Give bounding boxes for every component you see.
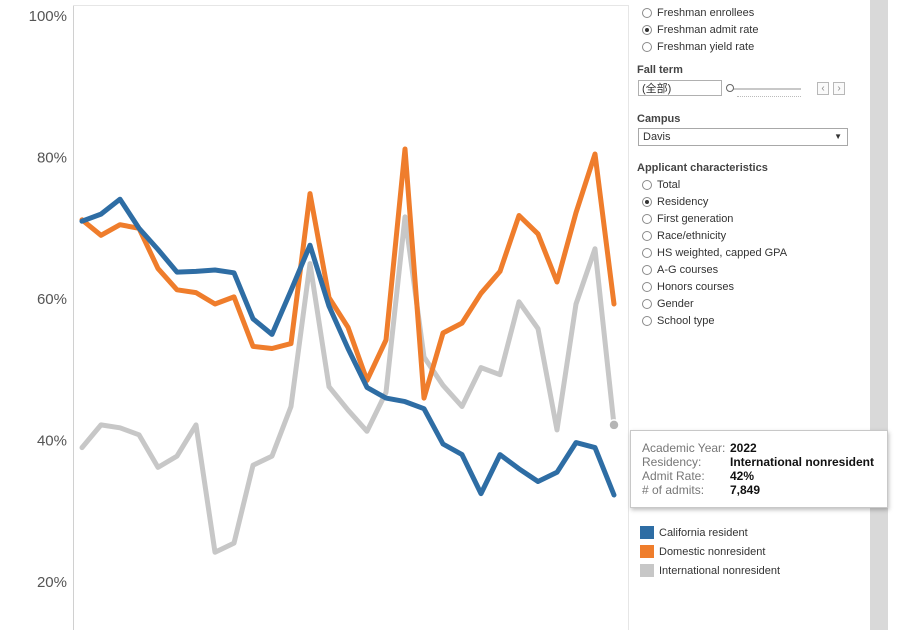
applicant-characteristics-title: Applicant characteristics <box>637 162 768 174</box>
option-label: Honors courses <box>657 280 735 293</box>
legend-item[interactable]: International nonresident <box>640 564 780 577</box>
fall-term-title: Fall term <box>637 64 683 76</box>
series-line-international-nonresident[interactable] <box>79 214 617 555</box>
tooltip-row: Academic Year: 2022 <box>642 441 757 455</box>
legend-swatch <box>640 564 654 577</box>
chevron-down-icon: ▼ <box>834 132 842 141</box>
tooltip-value: International nonresident <box>730 455 875 469</box>
tooltip-row: Residency: International nonresident <box>642 455 874 469</box>
legend-swatch <box>640 545 654 558</box>
series-layer <box>79 146 620 555</box>
applicant-option-race-ethnicity[interactable]: Race/ethnicity <box>642 227 726 244</box>
radio-selected-icon[interactable] <box>642 24 652 35</box>
tooltip-key: # of admits: <box>642 483 705 497</box>
y-tick-label: 100% <box>29 8 67 25</box>
legend-label: Domestic nonresident <box>659 545 766 558</box>
applicant-option-first-generation[interactable]: First generation <box>642 210 733 227</box>
option-label: Gender <box>657 297 694 310</box>
y-axis-ticks: 100% 80% 60% 40% 20% <box>29 8 67 591</box>
line-chart: 100% 80% 60% 40% 20% <box>29 5 629 630</box>
campus-dropdown[interactable]: Davis ▼ <box>638 128 848 146</box>
measure-option-freshman-enrollees[interactable]: Freshman enrollees <box>642 4 754 21</box>
applicant-option-residency[interactable]: Residency <box>642 193 708 210</box>
radio-empty-icon[interactable] <box>642 247 652 258</box>
fall-term-slider-ticks <box>737 93 801 97</box>
tooltip-value: 42% <box>730 469 755 483</box>
radio-empty-icon[interactable] <box>642 264 652 275</box>
series-line-california-resident[interactable] <box>79 196 617 498</box>
tooltip-row: # of admits: 7,849 <box>642 483 760 497</box>
applicant-option-school-type[interactable]: School type <box>642 312 714 329</box>
tooltip-value: 7,849 <box>730 483 761 497</box>
tooltip-key: Residency: <box>642 455 702 469</box>
applicant-option-hs-weighted-capped-gpa[interactable]: HS weighted, capped GPA <box>642 244 787 261</box>
measure-option-freshman-admit-rate[interactable]: Freshman admit rate <box>642 21 758 38</box>
hovered-data-point[interactable] <box>608 419 620 431</box>
radio-empty-icon[interactable] <box>642 41 652 52</box>
y-tick-label: 40% <box>37 433 67 450</box>
option-label: Total <box>657 178 681 191</box>
y-tick-label: 80% <box>37 150 67 167</box>
option-label: HS weighted, capped GPA <box>657 246 788 259</box>
applicant-option-honors-courses[interactable]: Honors courses <box>642 278 734 295</box>
y-tick-label: 60% <box>37 291 67 308</box>
legend-item[interactable]: California resident <box>640 526 748 539</box>
applicant-option-a-g-courses[interactable]: A-G courses <box>642 261 718 278</box>
radio-empty-icon[interactable] <box>642 281 652 292</box>
fall-term-slider-track[interactable] <box>729 88 801 90</box>
campus-title: Campus <box>637 113 681 125</box>
series-line-domestic-nonresident[interactable] <box>79 146 617 401</box>
data-tooltip: Academic Year: 2022 Residency: Internationa… <box>630 430 888 508</box>
prev-term-button[interactable]: ‹ <box>817 82 829 95</box>
tooltip-value: 2022 <box>730 441 757 455</box>
legend-label: California resident <box>659 526 748 539</box>
legend-item[interactable]: Domestic nonresident <box>640 545 765 558</box>
radio-empty-icon[interactable] <box>642 298 652 309</box>
scrollbar[interactable] <box>870 0 888 630</box>
option-label: School type <box>657 314 715 327</box>
radio-empty-icon[interactable] <box>642 230 652 241</box>
radio-empty-icon[interactable] <box>642 315 652 326</box>
option-label: Freshman enrollees <box>657 6 755 19</box>
radio-empty-icon[interactable] <box>642 179 652 190</box>
tooltip-key: Academic Year: <box>642 441 726 455</box>
radio-empty-icon[interactable] <box>642 7 652 18</box>
next-term-button[interactable]: › <box>833 82 845 95</box>
option-label: First generation <box>657 212 734 225</box>
option-label: Freshman admit rate <box>657 23 759 36</box>
option-label: Freshman yield rate <box>657 40 755 53</box>
radio-selected-icon[interactable] <box>642 196 652 207</box>
legend-label: International nonresident <box>659 564 781 577</box>
option-label: Residency <box>657 195 709 208</box>
option-label: Race/ethnicity <box>657 229 727 242</box>
tooltip-key: Admit Rate: <box>642 469 705 483</box>
tooltip-row: Admit Rate: 42% <box>642 469 754 483</box>
measure-option-freshman-yield-rate[interactable]: Freshman yield rate <box>642 38 754 55</box>
legend-swatch <box>640 526 654 539</box>
applicant-option-total[interactable]: Total <box>642 176 680 193</box>
option-label: A-G courses <box>657 263 719 276</box>
fall-term-slider-knob[interactable] <box>726 84 734 92</box>
radio-empty-icon[interactable] <box>642 213 652 224</box>
y-tick-label: 20% <box>37 574 67 591</box>
fall-term-input[interactable]: (全部) <box>638 80 722 96</box>
plot-area <box>73 5 628 630</box>
applicant-option-gender[interactable]: Gender <box>642 295 694 312</box>
campus-value: Davis <box>643 131 671 143</box>
